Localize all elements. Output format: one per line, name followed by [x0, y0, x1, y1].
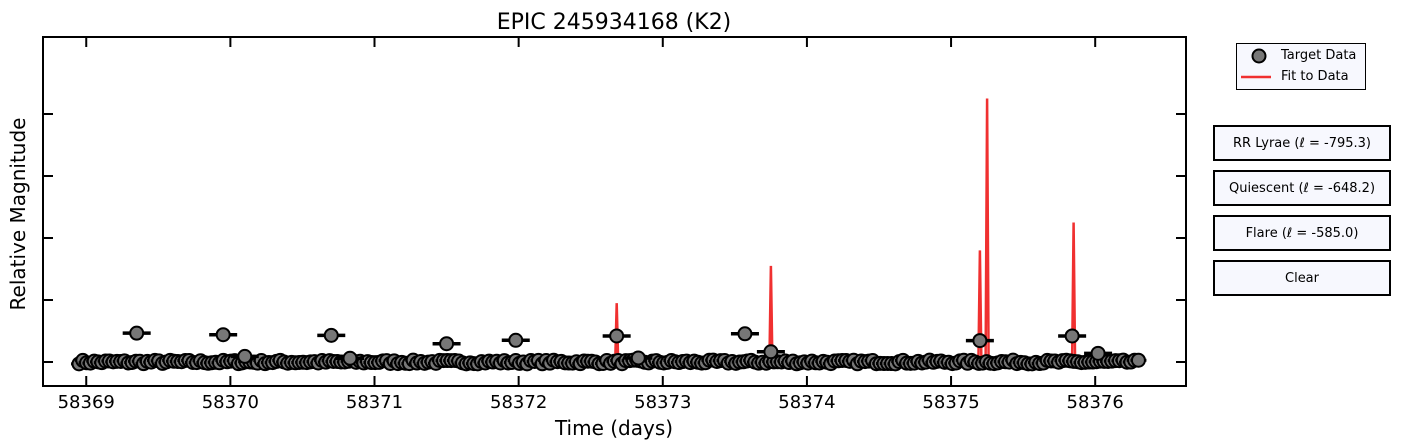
legend-label: Target Data: [1281, 48, 1357, 63]
data-point: [237, 348, 253, 364]
x-tick-label: 58370: [202, 392, 259, 413]
x-tick-label: 58372: [490, 392, 547, 413]
data-point: [737, 326, 753, 342]
flare-button[interactable]: Flare (ℓ = -585.0): [1213, 215, 1391, 251]
data-point: [609, 328, 625, 344]
data-point: [763, 344, 779, 360]
data-point: [508, 332, 524, 348]
rr-lyrae-button[interactable]: RR Lyrae (ℓ = -795.3): [1213, 125, 1391, 161]
data-point: [323, 327, 339, 343]
data-point: [1064, 328, 1080, 344]
data-point: [342, 350, 358, 366]
data-point: [439, 336, 455, 352]
plot-frame: [42, 36, 1187, 387]
x-tick-label: 58371: [346, 392, 403, 413]
data-point: [215, 327, 231, 343]
legend-line-icon: [1241, 75, 1271, 79]
x-tick-label: 58369: [58, 392, 115, 413]
data-point: [972, 333, 988, 349]
quiescent-button[interactable]: Quiescent (ℓ = -648.2): [1213, 170, 1391, 206]
legend-marker-icon: [1251, 48, 1267, 64]
x-tick-label: 58374: [778, 392, 835, 413]
x-tick-label: 58376: [1067, 392, 1124, 413]
chart-legend: Target Data Fit to Data: [1236, 43, 1366, 90]
x-axis-label: Time (days): [554, 416, 673, 440]
y-axis-label: Relative Magnitude: [6, 118, 30, 311]
legend-label: Fit to Data: [1281, 69, 1349, 84]
clear-button[interactable]: Clear: [1213, 260, 1391, 296]
data-point: [1090, 345, 1106, 361]
data-point: [129, 325, 145, 341]
x-tick-label: 58373: [634, 392, 691, 413]
legend-item-target-data: Target Data: [1237, 46, 1365, 66]
x-tick-label: 58375: [922, 392, 979, 413]
chart-title: EPIC 245934168 (K2): [497, 10, 732, 35]
data-point: [1130, 352, 1146, 368]
legend-item-fit-to-data: Fit to Data: [1237, 67, 1365, 87]
data-point: [630, 350, 646, 366]
